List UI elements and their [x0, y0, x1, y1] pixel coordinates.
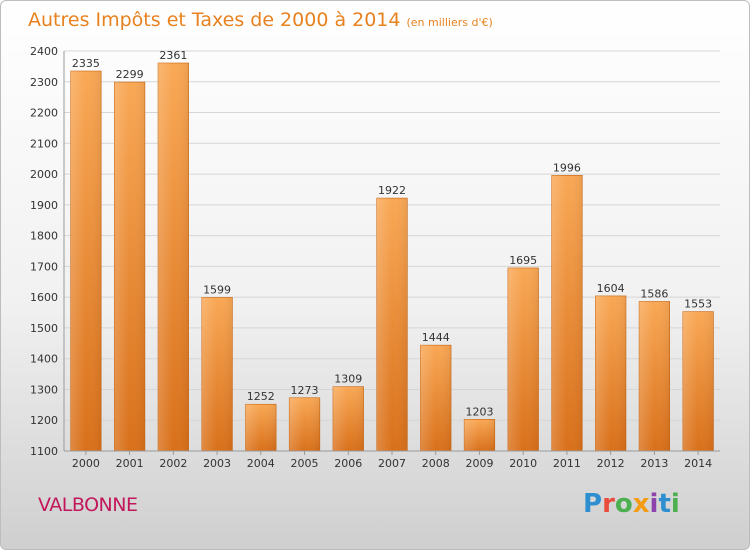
y-tick-label: 1600: [30, 291, 58, 304]
bar-shine: [464, 419, 495, 451]
bar-shine: [114, 82, 145, 452]
chart-title: Autres Impôts et Taxes de 2000 à 2014 (en…: [28, 9, 493, 31]
bar-shine: [420, 345, 452, 451]
y-tick-label: 1800: [30, 230, 58, 243]
bar-shine: [595, 295, 626, 451]
x-tick-label: 2001: [116, 457, 144, 470]
proxiti-logo[interactable]: Proxiti: [583, 489, 680, 519]
bar-shine: [201, 297, 233, 451]
y-tick-label: 2400: [30, 45, 58, 58]
data-label: 1553: [684, 298, 712, 311]
bar-shine: [551, 175, 583, 452]
x-tick-label: 2004: [247, 457, 275, 470]
x-tick-label: 2005: [291, 457, 319, 470]
chart-unit: (en milliers d'€): [406, 16, 493, 29]
x-tick-label: 2014: [684, 457, 712, 470]
x-tick-label: 2012: [597, 457, 625, 470]
bar-shine: [289, 397, 320, 451]
data-label: 2361: [159, 49, 187, 62]
x-tick-label: 2002: [159, 457, 187, 470]
bar-shine: [245, 404, 277, 451]
y-tick-label: 1100: [30, 445, 58, 458]
data-label: 1599: [203, 283, 231, 296]
x-tick-label: 2003: [203, 457, 231, 470]
x-tick-label: 2000: [72, 457, 100, 470]
bar-shine: [158, 63, 189, 451]
x-tick-label: 2010: [509, 457, 537, 470]
bar-shine: [507, 267, 539, 451]
y-tick-label: 1900: [30, 199, 58, 212]
data-label: 1604: [597, 282, 625, 295]
x-tick-label: 2013: [640, 457, 668, 470]
y-tick-label: 1300: [30, 383, 58, 396]
data-label: 2335: [72, 57, 100, 70]
data-label: 2299: [116, 68, 144, 81]
y-tick-label: 2100: [30, 137, 58, 150]
bar-shine: [70, 71, 102, 451]
data-label: 1586: [640, 287, 668, 300]
city-name: VALBONNE: [38, 494, 138, 516]
y-tick-label: 2300: [30, 76, 58, 89]
x-tick-label: 2007: [378, 457, 406, 470]
y-axis: 1100 1200 1300 1400 1500 1600 1700 1800 1900 2000…: [30, 45, 65, 458]
data-label: 1273: [291, 384, 319, 397]
data-label: 1309: [334, 373, 362, 386]
data-label: 1996: [553, 161, 581, 174]
x-axis: 2000 2001 2002 2003 2004 2005 2006 2007 2008 2009…: [64, 450, 720, 470]
y-tick-label: 1500: [30, 322, 58, 335]
y-tick-label: 1700: [30, 260, 58, 273]
bar-shine: [376, 198, 408, 451]
data-label: 1252: [247, 390, 275, 403]
y-tick-label: 1200: [30, 414, 58, 427]
data-label: 1203: [465, 405, 493, 418]
bar-shine: [639, 301, 670, 451]
x-tick-label: 2011: [553, 457, 581, 470]
data-label: 1695: [509, 254, 537, 267]
x-tick-label: 2008: [422, 457, 450, 470]
y-tick-label: 2000: [30, 168, 58, 181]
x-tick-label: 2006: [334, 457, 362, 470]
x-tick-label: 2009: [465, 457, 493, 470]
bars: 2335 2299 2361 1599 1252 1273 1309 1922 1444 1203…: [70, 49, 714, 452]
y-tick-label: 2200: [30, 107, 58, 120]
chart-title-text: Autres Impôts et Taxes de 2000 à 2014: [28, 9, 401, 31]
data-label: 1922: [378, 184, 406, 197]
data-label: 1444: [422, 331, 450, 344]
bar-shine: [332, 386, 364, 451]
bar-shine: [682, 311, 714, 451]
y-tick-label: 1400: [30, 353, 58, 366]
